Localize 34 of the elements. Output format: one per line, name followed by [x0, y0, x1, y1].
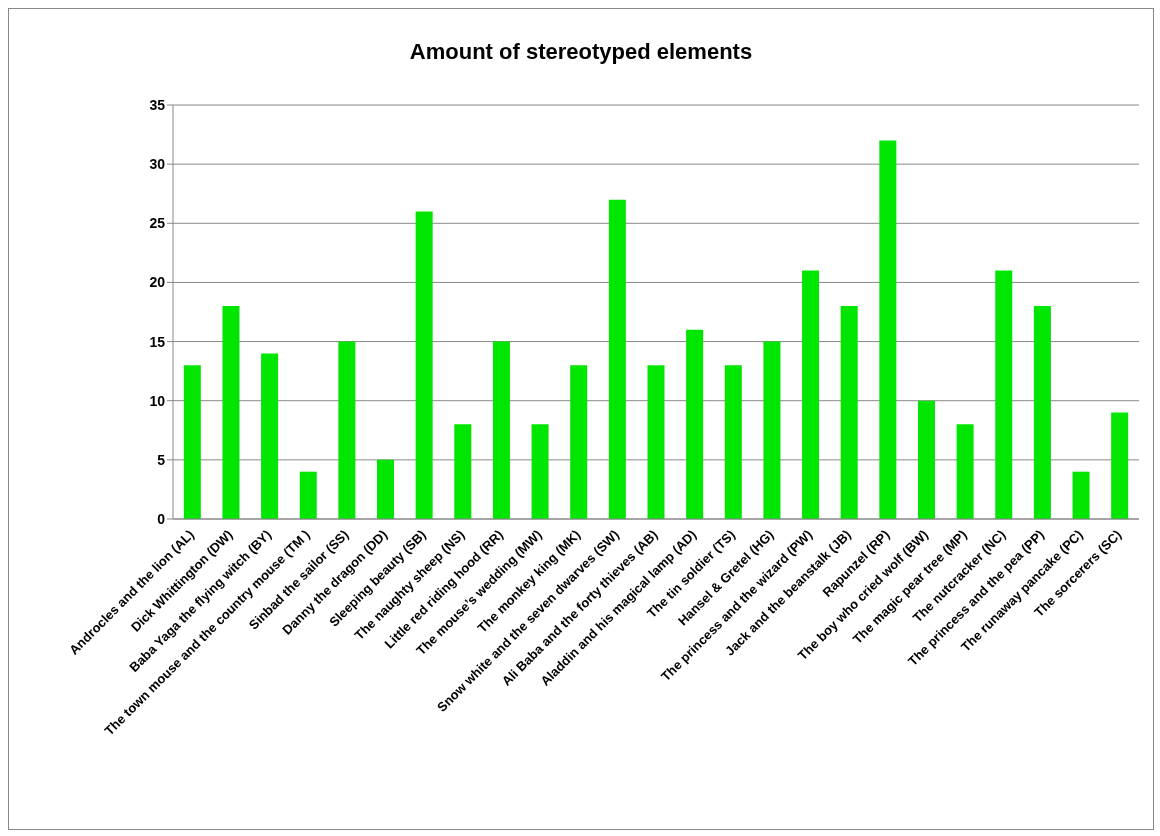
bar — [879, 140, 897, 519]
y-tick-label: 10 — [149, 392, 166, 409]
bar — [995, 270, 1013, 519]
bar — [1033, 306, 1051, 519]
bar — [956, 424, 974, 519]
y-tick-label: 25 — [149, 215, 166, 232]
bar — [1072, 471, 1090, 519]
y-tick-label: 35 — [149, 96, 166, 113]
bar — [531, 424, 549, 519]
bar — [608, 199, 626, 519]
bar — [377, 459, 395, 519]
bar — [724, 365, 742, 519]
bar — [492, 341, 510, 519]
bar — [454, 424, 472, 519]
y-tick-label: 30 — [149, 156, 166, 173]
bar — [1111, 412, 1129, 519]
y-tick-label: 0 — [157, 510, 166, 527]
y-tick-label: 15 — [149, 333, 166, 350]
bar — [570, 365, 588, 519]
chart-title: Amount of stereotyped elements — [408, 39, 754, 65]
bar — [763, 341, 781, 519]
bar — [840, 306, 858, 519]
bar — [415, 211, 433, 519]
bar — [917, 400, 935, 519]
bar — [299, 471, 317, 519]
y-tick-label: 5 — [157, 451, 166, 468]
bar — [802, 270, 820, 519]
bar — [338, 341, 356, 519]
bar — [222, 306, 240, 519]
y-tick-label: 20 — [149, 274, 166, 291]
bar — [261, 353, 279, 519]
bar — [647, 365, 665, 519]
bar — [183, 365, 201, 519]
bar — [686, 329, 704, 519]
